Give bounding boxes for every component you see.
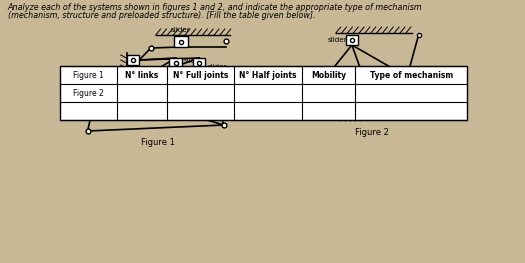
Bar bbox=[127, 55, 139, 65]
Bar bbox=[60, 66, 467, 120]
Text: Figure 1: Figure 1 bbox=[141, 138, 175, 147]
Text: slider: slider bbox=[141, 74, 160, 80]
Polygon shape bbox=[331, 68, 360, 101]
Bar bbox=[174, 36, 188, 47]
Text: N° links: N° links bbox=[125, 70, 159, 79]
Text: Figure 1: Figure 1 bbox=[73, 70, 104, 79]
Text: Figure 2: Figure 2 bbox=[355, 128, 389, 137]
Bar bbox=[170, 58, 182, 68]
Text: (mechanism, structure and preloaded structure). [Fill the table given below].: (mechanism, structure and preloaded stru… bbox=[8, 11, 316, 20]
Bar bbox=[345, 35, 358, 45]
Text: slider: slider bbox=[328, 37, 348, 43]
Text: N° Half joints: N° Half joints bbox=[239, 70, 297, 79]
Text: slider: slider bbox=[184, 58, 203, 64]
Text: Type of mechanism: Type of mechanism bbox=[370, 70, 453, 79]
Text: Analyze each of the systems shown in figures 1 and 2, and indicate the appropria: Analyze each of the systems shown in fig… bbox=[8, 3, 423, 12]
Text: slider: slider bbox=[171, 27, 191, 33]
Bar bbox=[193, 58, 205, 68]
Text: N° Full joints: N° Full joints bbox=[173, 70, 228, 79]
Bar bbox=[127, 75, 139, 85]
Text: Figure 2: Figure 2 bbox=[73, 89, 104, 98]
Text: Pin in
Slot: Pin in Slot bbox=[427, 91, 448, 111]
Text: slider: slider bbox=[207, 64, 226, 70]
Text: Mobility: Mobility bbox=[311, 70, 346, 79]
